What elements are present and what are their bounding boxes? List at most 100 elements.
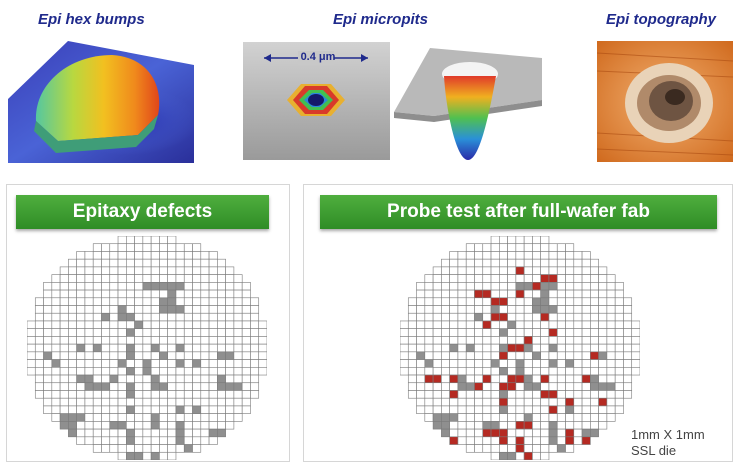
- epitaxy-die: [142, 258, 152, 268]
- probe-die: [631, 336, 640, 345]
- epitaxy-defect-die: [167, 305, 177, 314]
- probe-failed-die: [499, 397, 508, 407]
- probe-die: [482, 390, 492, 399]
- probe-die: [623, 351, 633, 360]
- probe-die: [573, 336, 583, 345]
- epitaxy-die: [84, 289, 94, 299]
- probe-die: [540, 351, 550, 360]
- probe-failed-die: [474, 382, 484, 391]
- epitaxy-die: [241, 312, 251, 322]
- probe-die: [400, 343, 409, 353]
- epitaxy-die: [101, 397, 111, 407]
- probe-die: [449, 351, 459, 360]
- probe-die: [581, 274, 591, 283]
- probe-die: [623, 374, 633, 384]
- epitaxy-die: [217, 405, 226, 414]
- probe-failed-die: [507, 343, 517, 353]
- probe-die: [432, 328, 442, 337]
- probe-die: [474, 282, 484, 291]
- epitaxy-die: [117, 282, 127, 291]
- epitaxy-defect-die: [175, 305, 185, 314]
- epitaxy-defect-die: [150, 282, 160, 291]
- epitaxy-die: [150, 367, 160, 376]
- probe-die: [490, 274, 500, 283]
- probe-failed-die: [523, 451, 533, 460]
- probe-die: [457, 367, 467, 376]
- epitaxy-die: [233, 336, 243, 345]
- epitaxy-die: [51, 351, 61, 360]
- epitaxy-die: [192, 251, 202, 260]
- epitaxy-die: [208, 367, 218, 376]
- probe-die: [532, 405, 541, 414]
- probe-defect-die: [590, 382, 599, 391]
- epitaxy-die: [142, 428, 152, 438]
- probe-die: [565, 367, 575, 376]
- probe-die: [581, 336, 591, 345]
- probe-die: [474, 397, 484, 407]
- epitaxy-die: [84, 405, 94, 414]
- probe-die: [540, 397, 550, 407]
- probe-die: [532, 289, 541, 299]
- epitaxy-die: [175, 297, 185, 306]
- epitaxy-defect-die: [142, 359, 152, 368]
- epitaxy-die: [68, 367, 77, 376]
- probe-die: [540, 428, 550, 438]
- epitaxy-die: [51, 274, 61, 283]
- probe-die: [407, 328, 417, 337]
- probe-die: [457, 282, 467, 291]
- probe-die: [556, 390, 566, 399]
- epitaxy-die: [183, 274, 193, 283]
- epitaxy-die: [134, 343, 144, 353]
- probe-die: [523, 444, 533, 453]
- epitaxy-die: [217, 421, 226, 430]
- probe-die: [532, 266, 541, 275]
- probe-die: [432, 397, 442, 407]
- probe-die: [474, 444, 484, 453]
- probe-die: [515, 382, 525, 391]
- epitaxy-die: [84, 305, 94, 314]
- epitaxy-die: [126, 289, 135, 299]
- epitaxy-die: [208, 436, 218, 445]
- probe-defect-die: [540, 282, 550, 291]
- probe-die: [449, 421, 459, 430]
- epitaxy-die: [59, 367, 69, 376]
- probe-die: [581, 359, 591, 368]
- epitaxy-die: [92, 359, 102, 368]
- epitaxy-die: [76, 320, 86, 329]
- epitaxy-die: [192, 382, 202, 391]
- probe-die: [474, 374, 484, 384]
- epitaxy-die: [68, 305, 77, 314]
- probe-die: [482, 351, 492, 360]
- probe-die: [548, 413, 558, 422]
- probe-die: [490, 390, 500, 399]
- probe-die: [614, 312, 624, 322]
- probe-die: [523, 305, 533, 314]
- epitaxy-die: [134, 382, 144, 391]
- probe-die: [416, 282, 426, 291]
- probe-die: [573, 359, 583, 368]
- probe-defect-die: [606, 382, 616, 391]
- probe-die: [556, 266, 566, 275]
- probe-die: [465, 405, 475, 414]
- epitaxy-die: [43, 374, 53, 384]
- probe-die: [598, 374, 608, 384]
- epitaxy-die: [159, 374, 168, 384]
- epitaxy-defect-die: [84, 374, 94, 384]
- epitaxy-die: [76, 351, 86, 360]
- epitaxy-die: [117, 343, 127, 353]
- probe-die: [457, 405, 467, 414]
- epitaxy-die: [250, 374, 260, 384]
- epitaxy-die: [241, 320, 251, 329]
- probe-die: [400, 320, 409, 329]
- epitaxy-die: [150, 243, 160, 252]
- probe-failed-die: [523, 421, 533, 430]
- epitaxy-die: [109, 282, 119, 291]
- scale-bar-label: 0.4 μm: [300, 51, 336, 63]
- probe-die: [573, 436, 583, 445]
- probe-die: [548, 251, 558, 260]
- epitaxy-defect-die: [175, 343, 185, 353]
- epitaxy-die: [167, 390, 177, 399]
- probe-die: [441, 297, 450, 306]
- epitaxy-die: [233, 343, 243, 353]
- epitaxy-die: [76, 382, 86, 391]
